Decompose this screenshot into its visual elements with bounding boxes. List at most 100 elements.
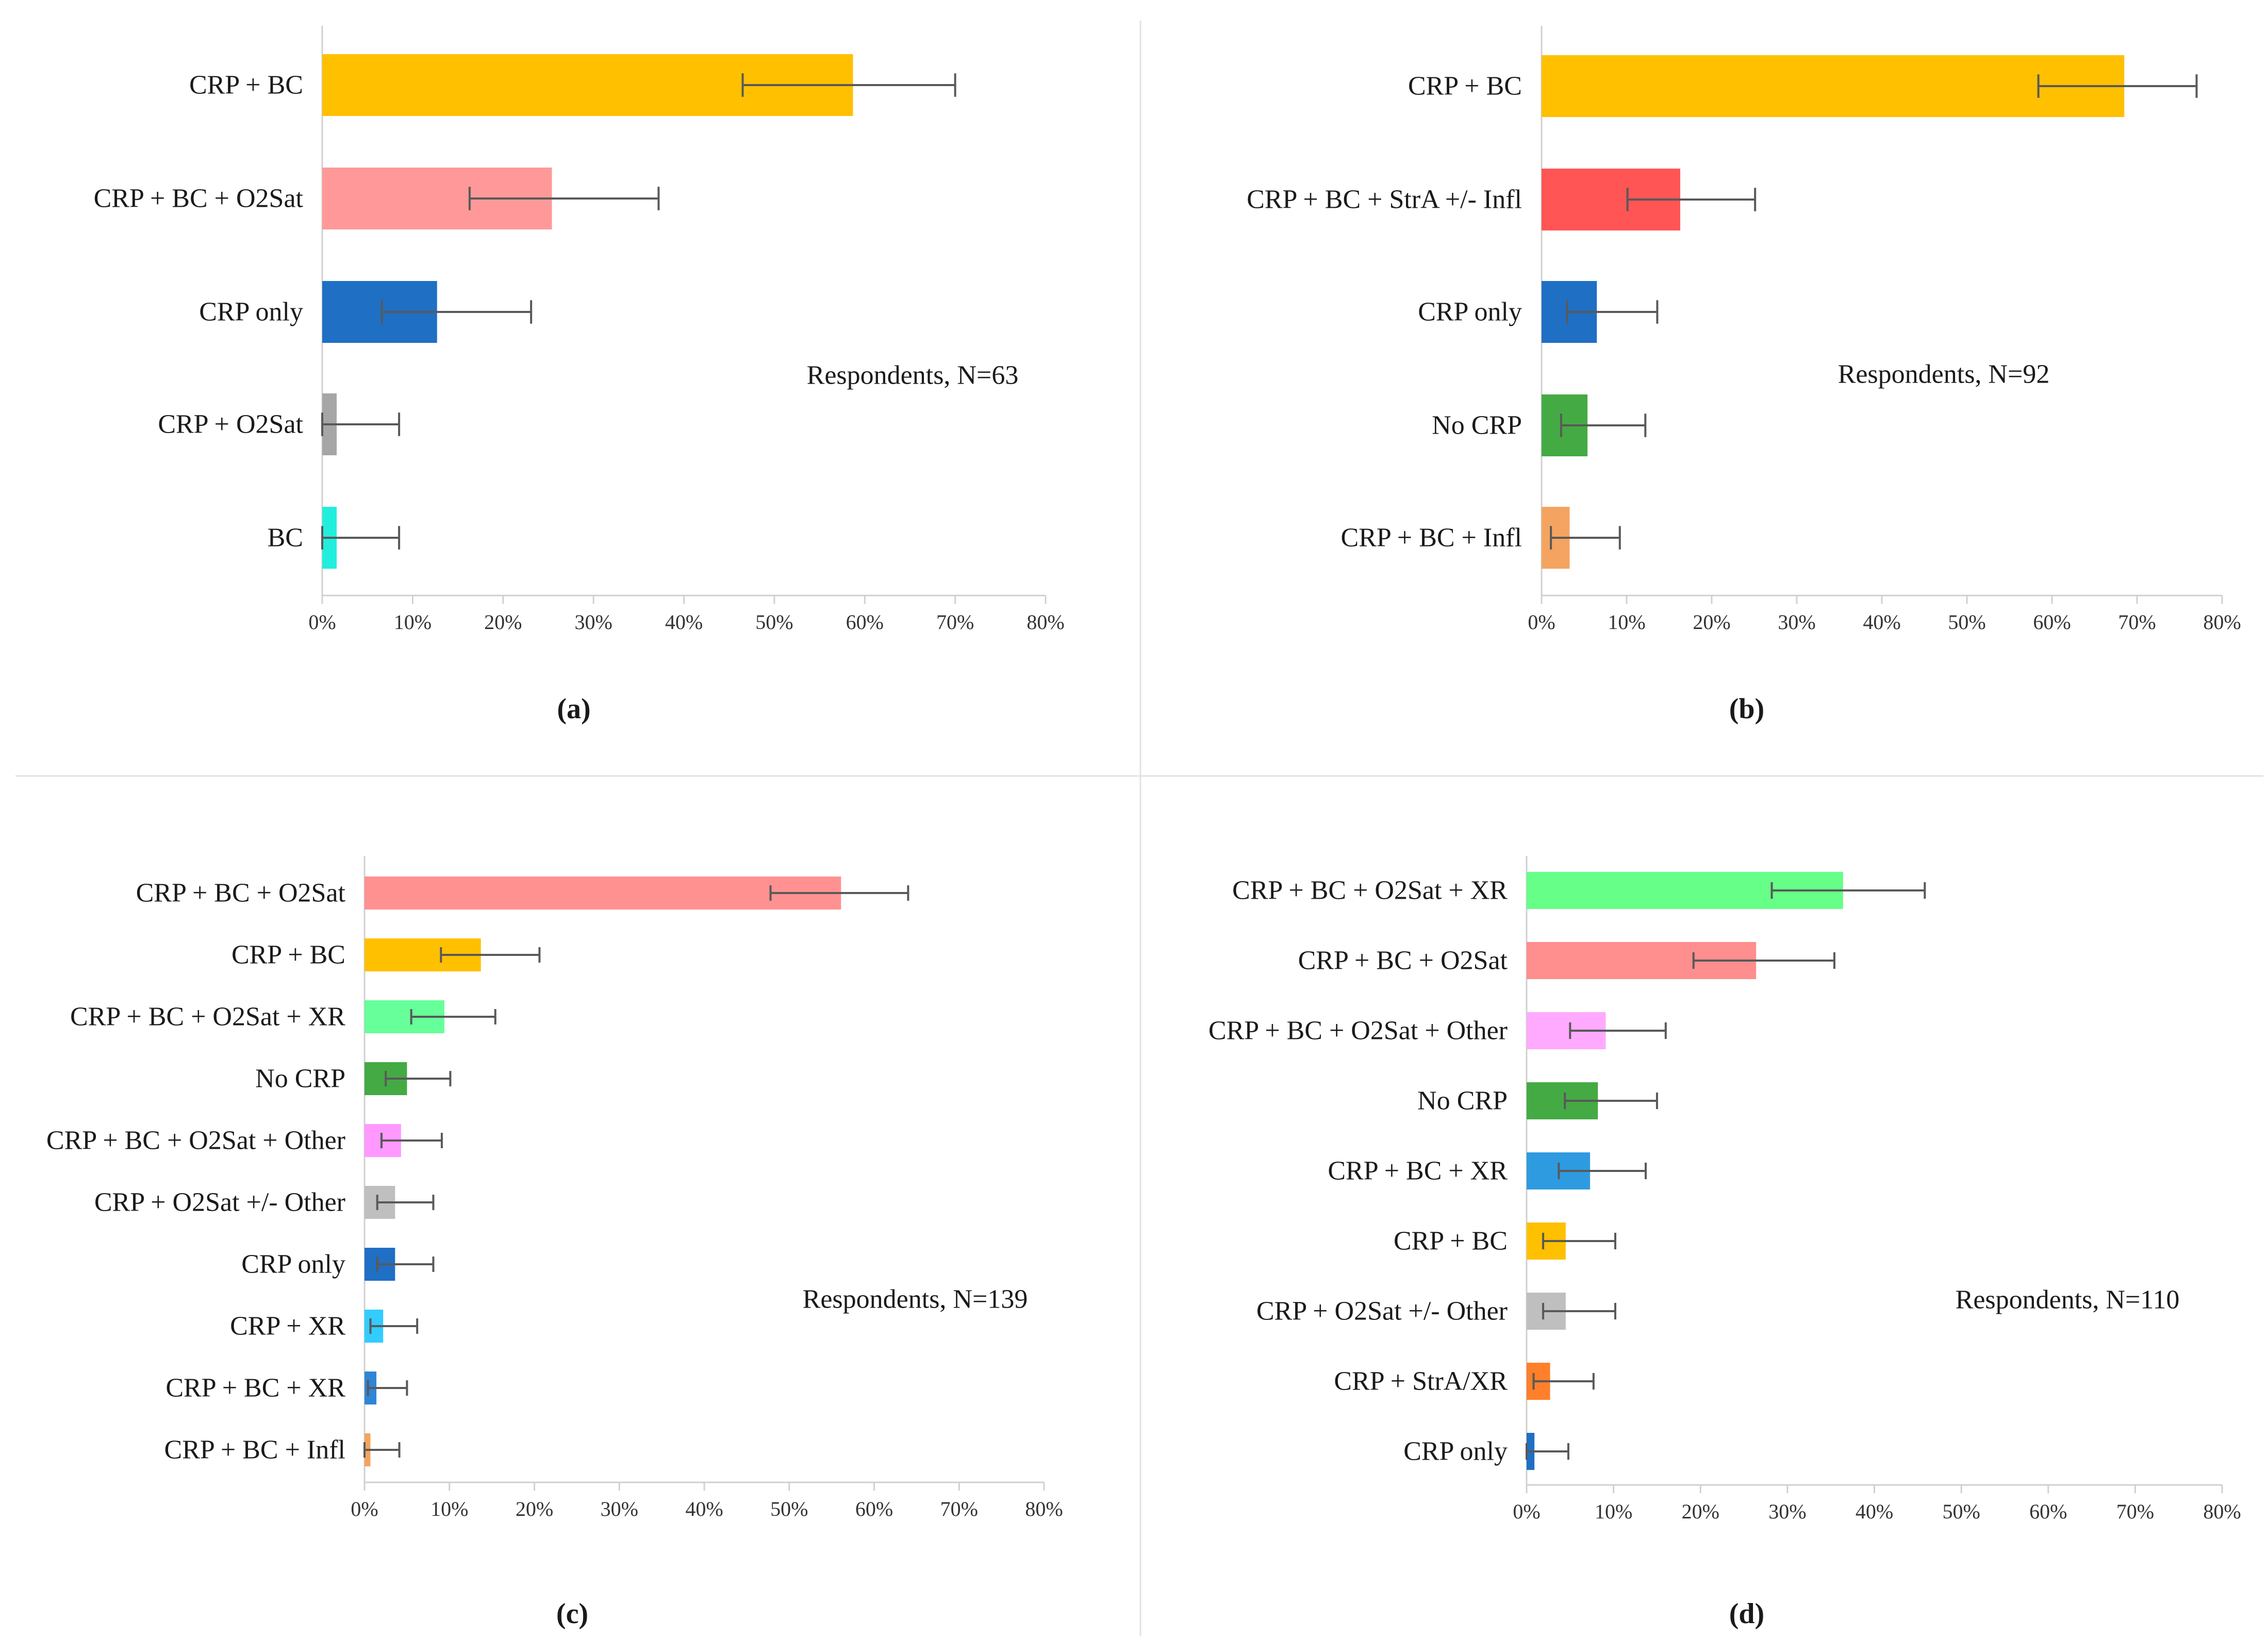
x-tick-label: 50%: [755, 610, 793, 634]
chart-panel: 0% 10% 20% 30% 40% 50% 60% 70% 80% CRP + BC + O2S…: [1209, 856, 2241, 1630]
category-label: CRP only: [1418, 298, 1522, 327]
category-label: No CRP: [1417, 1086, 1508, 1116]
x-tick-label: 70%: [940, 1497, 978, 1521]
error-bar: [1542, 1232, 1616, 1250]
x-tick-label: 50%: [770, 1497, 808, 1521]
x-tick-label: 0%: [1528, 610, 1555, 634]
error-bar: [440, 947, 541, 963]
chart-panel: 0% 10% 20% 30% 40% 50% 60% 70% 80% CRP + BC CRP + …: [1247, 26, 2241, 725]
category-label: CRP + O2Sat +/- Other: [1256, 1297, 1508, 1326]
error-bar: [1626, 188, 1757, 211]
x-tick-label: 20%: [1693, 610, 1730, 634]
x-tick-label: 20%: [516, 1497, 553, 1521]
error-bar: [410, 1009, 496, 1024]
x-tick-label: 70%: [936, 610, 974, 634]
error-bar: [321, 526, 401, 550]
error-bar: [1550, 526, 1621, 550]
category-label: CRP only: [199, 298, 303, 327]
x-tick-label: 0%: [308, 610, 336, 634]
error-bar: [1569, 1022, 1667, 1039]
error-bar: [367, 1380, 408, 1396]
error-bar: [376, 1257, 435, 1272]
category-label: CRP + BC + Infl: [1341, 523, 1522, 553]
x-tick-label: 40%: [1856, 1500, 1893, 1523]
x-tick-label: 10%: [431, 1497, 468, 1521]
x-tick-label: 10%: [1608, 610, 1645, 634]
bar: [365, 877, 841, 910]
category-label: CRP + O2Sat +/- Other: [94, 1188, 345, 1217]
category-label: CRP + BC + Infl: [164, 1435, 345, 1465]
error-bar: [363, 1442, 401, 1458]
respondents-annotation: Respondents, N=63: [807, 361, 1019, 390]
bar: [1542, 55, 2125, 117]
category-label: CRP + BC: [1408, 72, 1522, 101]
error-bar: [380, 300, 533, 324]
x-tick-label: 20%: [484, 610, 522, 634]
category-label: CRP + BC + StrA +/- Infl: [1247, 185, 1522, 214]
x-tick-label: 40%: [665, 610, 703, 634]
error-bar: [385, 1071, 452, 1086]
respondents-annotation: Respondents, N=110: [1956, 1285, 2180, 1315]
category-label: CRP + BC + O2Sat + XR: [1232, 876, 1508, 905]
panel-dividers: [15, 21, 2263, 1636]
error-bar: [380, 1133, 443, 1148]
error-bar: [1526, 1443, 1569, 1460]
x-tick-label: 0%: [351, 1497, 378, 1521]
error-bar: [1542, 1302, 1616, 1320]
x-tick-label: 30%: [601, 1497, 638, 1521]
category-label: CRP + BC + XR: [165, 1374, 345, 1403]
category-label: CRP + O2Sat: [158, 410, 303, 439]
category-label: BC: [268, 523, 303, 553]
panel-label: (d): [1729, 1598, 1764, 1630]
category-label: CRP + BC + O2Sat + XR: [70, 1002, 345, 1032]
category-label: CRP only: [241, 1250, 345, 1279]
x-tick-label: 60%: [2033, 610, 2071, 634]
x-tick-label: 40%: [1863, 610, 1900, 634]
respondents-annotation: Respondents, N=139: [803, 1285, 1028, 1314]
x-tick-label: 80%: [1025, 1497, 1063, 1521]
x-tick-label: 70%: [2116, 1500, 2154, 1523]
chart-panel: 0% 10% 20% 30% 40% 50% 60% 70% 80% CRP + BC CRP + …: [94, 26, 1065, 725]
error-bar: [1564, 1092, 1658, 1110]
error-bar: [468, 187, 660, 210]
category-label: No CRP: [255, 1064, 345, 1094]
error-bar: [741, 73, 956, 97]
category-label: CRP + XR: [230, 1312, 345, 1341]
category-label: CRP + BC: [189, 71, 303, 100]
x-tick-label: 50%: [1948, 610, 1985, 634]
panel-label: (b): [1729, 693, 1764, 725]
error-bar: [1558, 1162, 1647, 1180]
category-label: CRP + BC: [231, 940, 345, 970]
category-label: CRP + BC + O2Sat: [94, 184, 304, 213]
category-label: CRP + BC + O2Sat + Other: [1209, 1016, 1508, 1046]
error-bar: [1770, 882, 1926, 899]
category-label: CRP + BC + O2Sat + Other: [46, 1126, 345, 1155]
x-tick-label: 30%: [574, 610, 612, 634]
x-tick-label: 40%: [685, 1497, 723, 1521]
panel-label: (c): [556, 1598, 588, 1630]
x-tick-label: 70%: [2118, 610, 2156, 634]
category-label: CRP + BC + XR: [1328, 1156, 1508, 1186]
error-bar: [769, 885, 909, 901]
panels: 0% 10% 20% 30% 40% 50% 60% 70% 80% CRP + BC CRP + …: [46, 26, 2241, 1630]
panel-label: (a): [557, 693, 590, 725]
error-bar: [1532, 1373, 1595, 1390]
x-tick-label: 10%: [1595, 1500, 1632, 1523]
x-tick-label: 60%: [855, 1497, 893, 1521]
chart-panel: 0% 10% 20% 30% 40% 50% 60% 70% 80% CRP + BC + O2S…: [46, 856, 1063, 1630]
category-label: CRP + BC + O2Sat: [136, 879, 346, 908]
error-bar: [321, 412, 401, 436]
x-tick-label: 80%: [2203, 610, 2241, 634]
category-label: CRP + BC: [1394, 1227, 1508, 1256]
x-tick-label: 10%: [394, 610, 432, 634]
x-tick-label: 50%: [1942, 1500, 1980, 1523]
category-label: CRP + StrA/XR: [1334, 1367, 1508, 1396]
x-tick-label: 80%: [1027, 610, 1064, 634]
x-tick-label: 30%: [1778, 610, 1815, 634]
category-label: No CRP: [1432, 411, 1522, 440]
category-label: CRP only: [1403, 1437, 1508, 1466]
respondents-annotation: Respondents, N=92: [1838, 360, 2050, 389]
category-label: CRP + BC + O2Sat: [1298, 946, 1508, 976]
x-tick-label: 80%: [2203, 1500, 2241, 1523]
